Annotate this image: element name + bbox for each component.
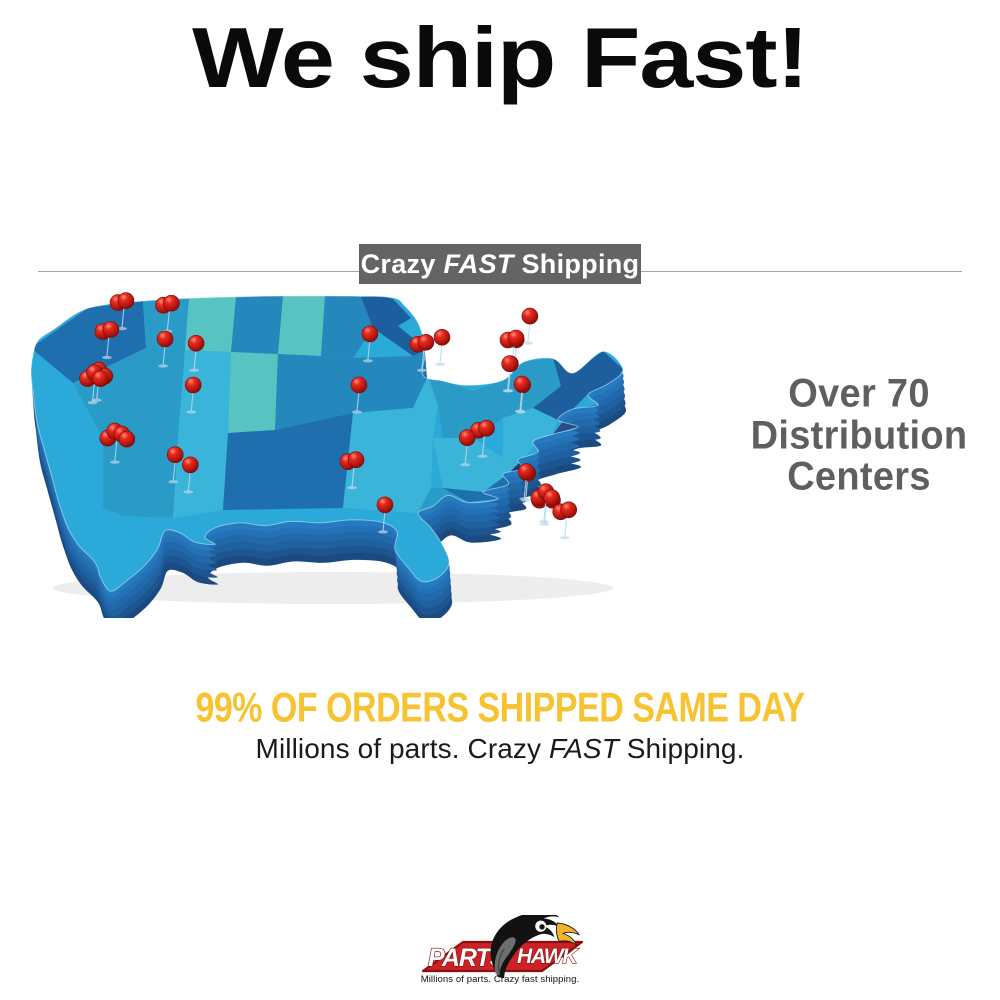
svg-text:HAWK: HAWK (517, 945, 579, 968)
